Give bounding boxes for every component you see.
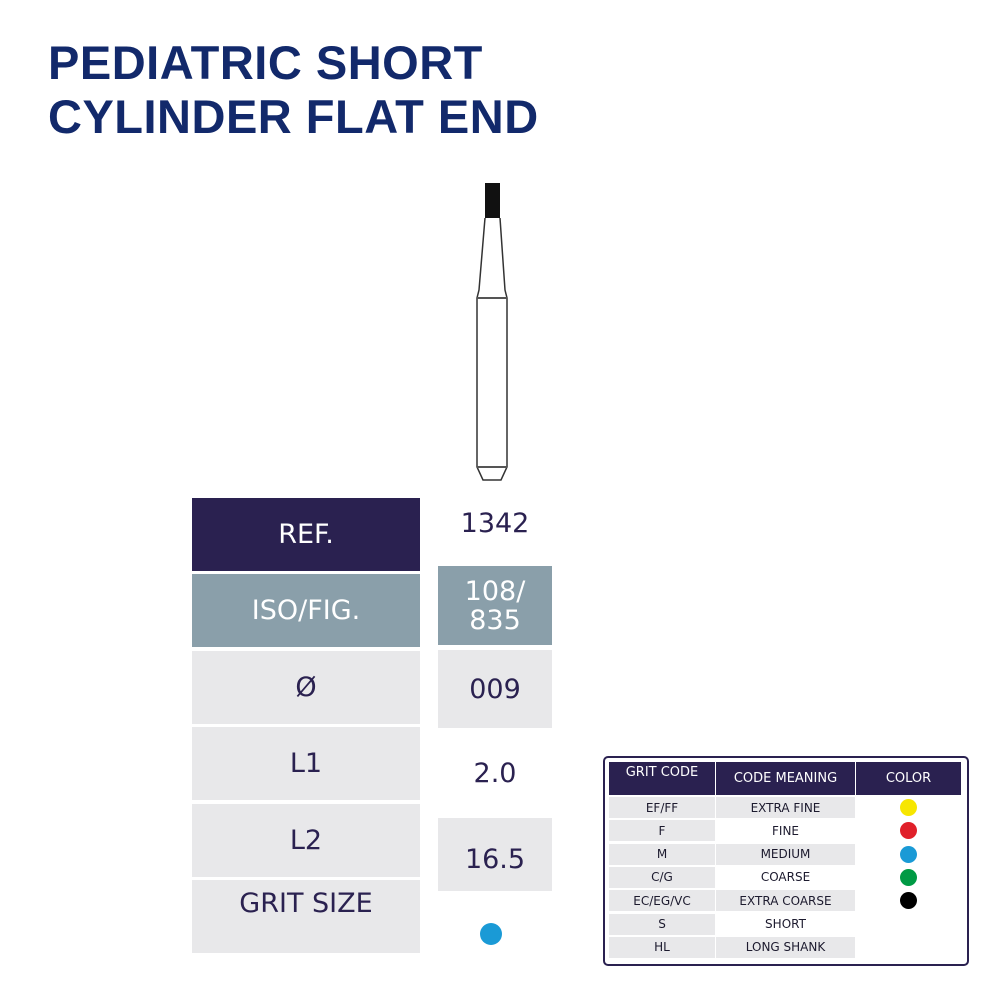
grit-meaning-cell: EXTRA FINE (716, 797, 855, 818)
grit-meaning-cell: EXTRA COARSE (716, 890, 855, 912)
grit-header-0: GRIT CODE (609, 762, 715, 795)
grit-color-dot (900, 845, 917, 863)
grit-meaning-cell: SHORT (716, 913, 855, 935)
grit-color-dot (900, 799, 917, 816)
grit-color-dot (900, 868, 917, 886)
page-title: PEDIATRIC SHORT CYLINDER FLAT END (48, 36, 539, 143)
l1-value: 2.0 (473, 757, 517, 789)
iso-label: ISO/FIG. (192, 574, 420, 647)
grit-code-cell: S (609, 913, 715, 935)
grit-code-cell: EF/FF (609, 797, 715, 818)
grit-code-cell: HL (609, 936, 715, 958)
grit-code-cell: F (609, 820, 715, 842)
grit-color-dot (900, 892, 917, 910)
grit-color-dot (480, 923, 502, 945)
grit-header-1: CODE MEANING (716, 762, 855, 795)
iso-value: 108/835 (438, 566, 552, 645)
bur-drawing (476, 183, 508, 481)
grit-code-cell: C/G (609, 866, 715, 888)
grit-code-cell: M (609, 843, 715, 865)
grit-size-label: GRIT SIZE (192, 880, 420, 953)
grit-meaning-cell: FINE (716, 820, 855, 842)
l2-label: L2 (192, 804, 420, 877)
diameter-value: 009 (438, 650, 552, 728)
grit-header-2: COLOR (856, 762, 961, 795)
grit-meaning-cell: COARSE (716, 866, 855, 888)
grit-code-table (603, 756, 969, 966)
grit-color-dot (900, 822, 917, 840)
ref-label: REF. (192, 498, 420, 571)
grit-meaning-cell: MEDIUM (716, 843, 855, 865)
ref-value: 1342 (460, 507, 530, 539)
l2-value: 16.5 (438, 818, 552, 891)
grit-meaning-cell: LONG SHANK (716, 936, 855, 958)
l1-label: L1 (192, 727, 420, 800)
grit-code-cell: EC/EG/VC (609, 890, 715, 912)
diameter-label: Ø (192, 651, 420, 724)
